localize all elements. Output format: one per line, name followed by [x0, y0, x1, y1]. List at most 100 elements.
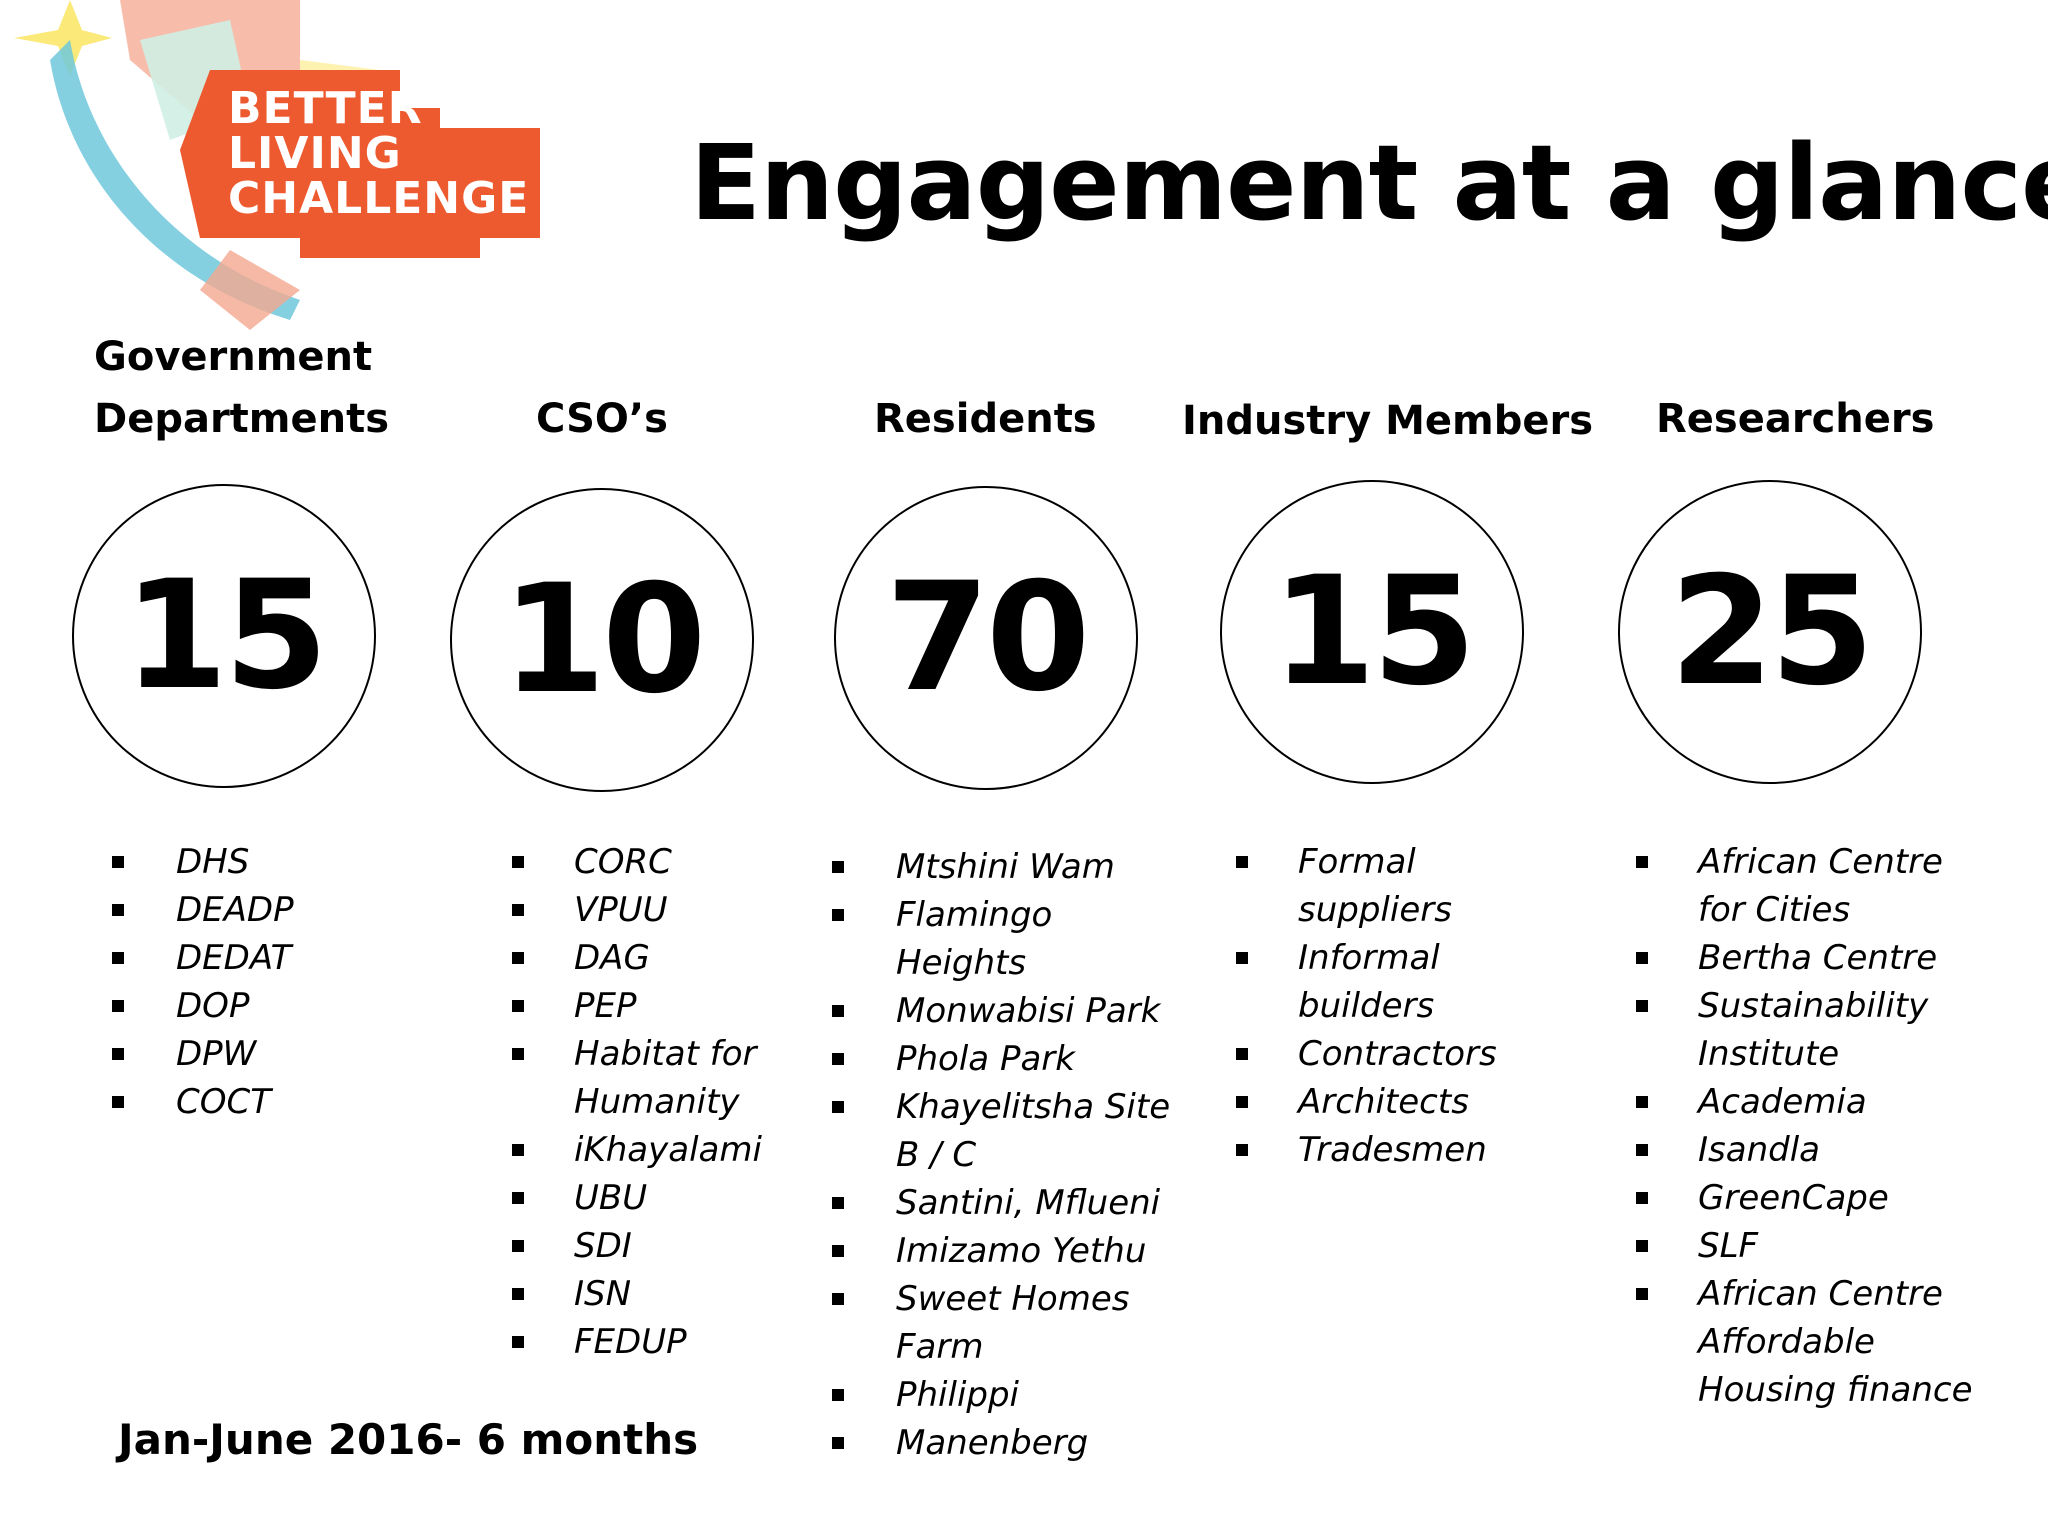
- list-item-text: for Cities: [1698, 890, 1851, 930]
- list-item-text: FEDUP: [574, 1322, 687, 1362]
- list-item-text: VPUU: [574, 890, 668, 930]
- count-value: 15: [123, 549, 329, 723]
- list-item: SLF: [1636, 1222, 1973, 1270]
- list-item-text: Humanity: [574, 1082, 740, 1122]
- heading-line: Departments: [94, 396, 390, 442]
- list-item-text: iKhayalami: [574, 1130, 762, 1170]
- list-item-text: African Centre: [1698, 1274, 1943, 1314]
- list-item-continued: for Cities: [1636, 886, 1973, 934]
- list-item: ISN: [512, 1270, 762, 1318]
- count-value: 70: [885, 551, 1091, 725]
- list-item: Phola Park: [832, 1035, 1170, 1083]
- list-item: Informal: [1236, 934, 1497, 982]
- better-living-challenge-logo: BETTER LIVING CHALLENGE: [0, 0, 560, 330]
- list-item-text: Heights: [896, 943, 1027, 983]
- list-item: Formal: [1236, 838, 1497, 886]
- heading-line: Industry Members: [1182, 398, 1594, 444]
- list-item: DPW: [112, 1030, 294, 1078]
- count-circle-researchers: 25: [1618, 480, 1922, 784]
- page-title: Engagement at a glance: [690, 122, 2048, 244]
- list-item: PEP: [512, 982, 762, 1030]
- list-item-text: Institute: [1698, 1034, 1840, 1074]
- list-item-text: CORC: [574, 842, 672, 882]
- list-item-text: Contractors: [1298, 1034, 1497, 1074]
- list-item-continued: builders: [1236, 982, 1497, 1030]
- list-item-text: COCT: [176, 1082, 272, 1122]
- count-circle-csos: 10: [450, 488, 754, 792]
- logo-line: BETTER: [228, 83, 423, 134]
- list-item-text: SDI: [574, 1226, 632, 1266]
- count-value: 10: [501, 553, 707, 727]
- list-item: COCT: [112, 1078, 294, 1126]
- list-item-text: Housing finance: [1698, 1370, 1973, 1410]
- list-item: CORC: [512, 838, 762, 886]
- list-item-text: DEDAT: [176, 938, 292, 978]
- list-item: DEDAT: [112, 934, 294, 982]
- list-item-text: suppliers: [1298, 890, 1452, 930]
- column-heading-residents: Residents: [874, 388, 1097, 450]
- list-item-text: DEADP: [176, 890, 294, 930]
- list-item-text: Mtshini Wam: [896, 847, 1115, 887]
- list-item-continued: Affordable: [1636, 1318, 1973, 1366]
- list-item-text: Sweet Homes: [896, 1279, 1130, 1319]
- list-item-continued: B / C: [832, 1131, 1170, 1179]
- logo-line: LIVING: [228, 128, 402, 179]
- list-item: DAG: [512, 934, 762, 982]
- list-item: African Centre: [1636, 838, 1973, 886]
- count-circle-industry: 15: [1220, 480, 1524, 784]
- logo-text: BETTER LIVING CHALLENGE: [228, 86, 529, 221]
- count-value: 15: [1271, 545, 1477, 719]
- list-item-text: Affordable: [1698, 1322, 1875, 1362]
- logo-line: CHALLENGE: [228, 173, 530, 224]
- list-item-text: builders: [1298, 986, 1435, 1026]
- list-item-text: Architects: [1298, 1082, 1469, 1122]
- list-item-text: B / C: [896, 1135, 977, 1175]
- list-item: Sweet Homes: [832, 1275, 1170, 1323]
- list-item: Imizamo Yethu: [832, 1227, 1170, 1275]
- list-item-text: SLF: [1698, 1226, 1759, 1266]
- count-circle-residents: 70: [834, 486, 1138, 790]
- logo-graphic: [14, 0, 540, 330]
- heading-line: Government: [94, 334, 373, 380]
- list-item-text: Tradesmen: [1298, 1130, 1487, 1170]
- list-item: FEDUP: [512, 1318, 762, 1366]
- list-item: Flamingo: [832, 891, 1170, 939]
- list-item-text: Sustainability: [1698, 986, 1929, 1026]
- list-item-text: ISN: [574, 1274, 632, 1314]
- list-item: SDI: [512, 1222, 762, 1270]
- list-item-text: UBU: [574, 1178, 648, 1218]
- list-item: Architects: [1236, 1078, 1497, 1126]
- list-item-continued: Farm: [832, 1323, 1170, 1371]
- list-government: DHS DEADP DEDAT DOP DPW COCT: [112, 838, 294, 1126]
- list-item-text: Philippi: [896, 1375, 1020, 1415]
- heading-line: Residents: [874, 396, 1097, 442]
- heading-line: Researchers: [1656, 396, 1935, 442]
- list-researchers: African Centre for Cities Bertha Centre …: [1636, 838, 1973, 1414]
- list-item-text: DHS: [176, 842, 250, 882]
- list-item: Monwabisi Park: [832, 987, 1170, 1035]
- list-item-text: African Centre: [1698, 842, 1943, 882]
- column-heading-government: Government Departments: [94, 326, 389, 450]
- list-item-text: PEP: [574, 986, 637, 1026]
- list-item: VPUU: [512, 886, 762, 934]
- column-heading-industry: Industry Members: [1182, 390, 1593, 452]
- list-item-text: GreenCape: [1698, 1178, 1889, 1218]
- list-item-text: Khayelitsha Site: [896, 1087, 1171, 1127]
- list-item-text: Santini, Mflueni: [896, 1183, 1161, 1223]
- list-item-text: Imizamo Yethu: [896, 1231, 1147, 1271]
- list-item: DHS: [112, 838, 294, 886]
- list-item: iKhayalami: [512, 1126, 762, 1174]
- list-item-text: Manenberg: [896, 1423, 1089, 1463]
- list-item-text: Isandla: [1698, 1130, 1820, 1170]
- list-item: Santini, Mflueni: [832, 1179, 1170, 1227]
- list-item-continued: Humanity: [512, 1078, 762, 1126]
- list-item-text: Phola Park: [896, 1039, 1075, 1079]
- list-item: DOP: [112, 982, 294, 1030]
- list-item: African Centre: [1636, 1270, 1973, 1318]
- list-item-text: DOP: [176, 986, 250, 1026]
- count-value: 25: [1669, 545, 1875, 719]
- list-item-text: Formal: [1298, 842, 1416, 882]
- list-item-text: Bertha Centre: [1698, 938, 1938, 978]
- list-residents: Mtshini Wam Flamingo Heights Monwabisi P…: [832, 843, 1170, 1467]
- list-item: Khayelitsha Site: [832, 1083, 1170, 1131]
